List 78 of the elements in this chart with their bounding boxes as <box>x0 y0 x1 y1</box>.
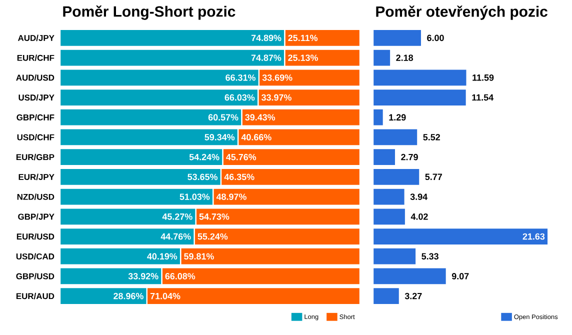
data-label: 9.07 <box>452 273 469 280</box>
chart-title: Poměr otevřených pozic <box>376 6 548 20</box>
data-label: 66.03% <box>224 94 255 101</box>
y-tick-label: EUR/USD <box>16 233 54 240</box>
bar <box>373 208 406 226</box>
data-label: 44.76% <box>160 233 191 240</box>
data-label: 21.63 <box>522 233 545 240</box>
data-label: 3.27 <box>404 292 422 300</box>
data-label: 5.77 <box>425 174 442 180</box>
bar <box>373 286 400 306</box>
data-label: 25.13% <box>288 54 318 61</box>
bar <box>60 68 260 87</box>
y-tick-label: EUR/AUD <box>16 292 54 300</box>
data-label: 11.59 <box>472 74 494 81</box>
data-label: 6.00 <box>427 34 444 42</box>
y-tick-label: GBP/CHF <box>16 114 54 121</box>
data-label: 51.03% <box>180 194 210 200</box>
data-label: 4.02 <box>410 213 428 220</box>
bar <box>373 227 549 246</box>
data-label: 2.18 <box>396 54 414 61</box>
data-label: 33.92% <box>128 273 158 280</box>
data-label: 25.11% <box>288 34 318 42</box>
data-label: 3.94 <box>410 194 428 200</box>
bar <box>373 28 422 48</box>
data-label: 2.79 <box>401 154 418 160</box>
data-label: 59.81% <box>184 253 214 260</box>
data-label: 40.66% <box>241 134 272 140</box>
data-label: 40.19% <box>147 253 178 260</box>
data-label: 5.33 <box>422 253 438 260</box>
data-label: 66.31% <box>226 74 256 81</box>
bar <box>60 88 259 107</box>
bar <box>146 286 360 306</box>
data-label: 66.08% <box>165 273 196 280</box>
bar <box>373 88 468 107</box>
data-label: 5.52 <box>423 134 440 140</box>
data-label: 33.97% <box>261 94 292 101</box>
data-label: 55.24% <box>198 233 228 240</box>
data-label: 59.34% <box>204 134 235 140</box>
data-label: 74.87% <box>251 54 282 61</box>
data-label: 46.35% <box>224 174 254 180</box>
chart-title: Poměr Long-Short pozic <box>63 6 236 20</box>
data-label: 54.24% <box>189 154 220 160</box>
bar <box>60 29 285 46</box>
data-label: 71.04% <box>150 292 180 300</box>
bar <box>195 208 360 226</box>
y-tick-label: NZD/USD <box>17 194 54 200</box>
data-label: 74.89% <box>251 34 282 42</box>
data-label: 45.76% <box>226 154 256 160</box>
bar <box>373 168 420 186</box>
data-label: 11.54 <box>472 94 494 101</box>
bar <box>60 108 242 126</box>
data-label: 33.69% <box>262 74 292 81</box>
data-label: 54.73% <box>199 213 230 220</box>
data-label: 48.97% <box>216 194 246 200</box>
y-tick-label: USD/CAD <box>16 253 54 260</box>
data-label: 60.57% <box>208 114 238 121</box>
bar <box>194 227 360 246</box>
y-tick-label: EUR/JPY <box>18 174 54 180</box>
y-tick-label: GBP/USD <box>16 273 54 280</box>
bar <box>180 247 360 266</box>
y-tick-label: AUD/JPY <box>18 34 54 42</box>
y-tick-label: AUD/USD <box>16 74 54 81</box>
y-tick-label: EUR/GBP <box>16 154 54 160</box>
data-label: 39.43% <box>245 114 276 121</box>
y-tick-label: USD/JPY <box>18 94 54 101</box>
data-label: 28.96% <box>114 292 144 300</box>
data-label: 53.65% <box>188 174 218 180</box>
bar <box>60 168 222 186</box>
y-tick-label: EUR/CHF <box>17 54 54 61</box>
bar <box>373 267 448 286</box>
data-label: 45.27% <box>162 213 192 220</box>
y-tick-label: USD/CHF <box>17 134 54 140</box>
bar <box>373 247 417 266</box>
y-tick-label: GBP/JPY <box>18 213 54 220</box>
bar <box>222 148 360 166</box>
bar <box>60 148 224 166</box>
bar <box>373 68 468 87</box>
data-label: 1.29 <box>389 114 406 121</box>
